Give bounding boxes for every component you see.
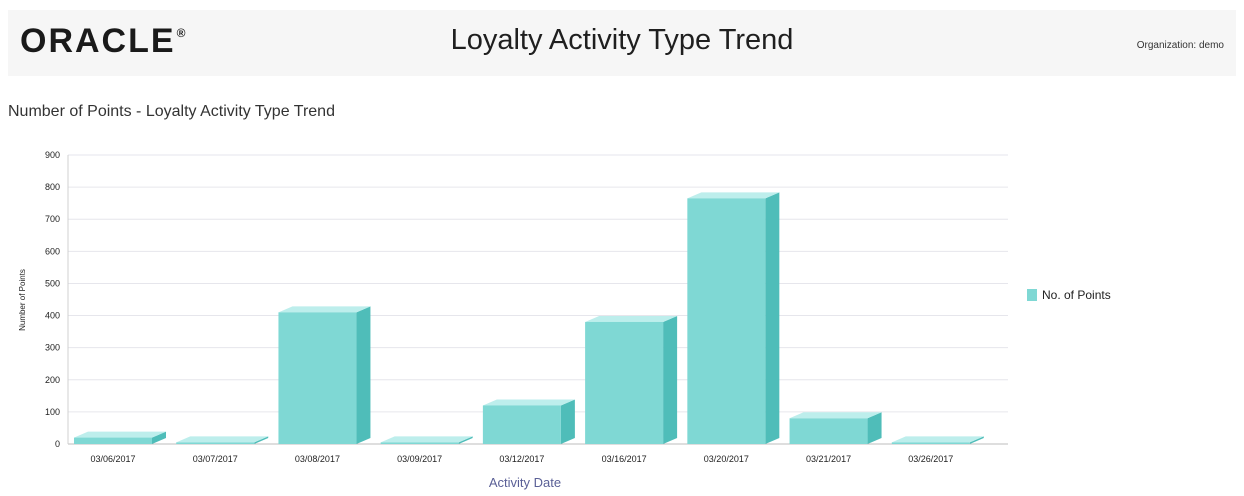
x-tick-label: 03/12/2017 [499, 454, 544, 464]
oracle-logo: ORACLE® [20, 22, 186, 61]
x-tick-label: 03/20/2017 [704, 454, 749, 464]
bar-side [765, 192, 780, 444]
bar-front [687, 198, 766, 444]
y-tick-label: 800 [45, 182, 60, 192]
x-tick-label: 03/26/2017 [908, 454, 953, 464]
y-tick-label: 900 [45, 150, 60, 160]
bar [789, 412, 882, 444]
bar [176, 436, 269, 444]
report-title: Loyalty Activity Type Trend [450, 24, 794, 56]
legend: No. of Points [1027, 288, 1111, 302]
bar [380, 436, 473, 444]
y-tick-label: 0 [55, 439, 60, 449]
y-tick-label: 300 [45, 343, 60, 353]
logo-registered-mark: ® [176, 26, 186, 40]
bar-side [867, 412, 882, 444]
y-tick-label: 600 [45, 246, 60, 256]
bar [891, 436, 984, 444]
bar-top [380, 436, 473, 443]
y-tick-label: 100 [45, 407, 60, 417]
bar-top [278, 306, 371, 313]
x-tick-label: 03/08/2017 [295, 454, 340, 464]
x-axis-title: Activity Date [489, 475, 561, 490]
y-axis-title: Number of Points [18, 269, 27, 331]
bar-side [458, 436, 473, 444]
bar-side [663, 315, 678, 444]
legend-label: No. of Points [1042, 288, 1111, 302]
bar-front [891, 442, 970, 444]
bar [74, 431, 166, 444]
bar-front [482, 405, 561, 444]
bar-front [789, 418, 868, 444]
organization-label: Organization: demo [1136, 40, 1224, 51]
bar [278, 306, 371, 444]
bar-side [969, 436, 984, 444]
y-tick-label: 700 [45, 214, 60, 224]
x-tick-label: 03/06/2017 [90, 454, 135, 464]
bar-front [74, 437, 152, 444]
bar-top [585, 315, 678, 322]
bar-top [891, 436, 984, 443]
chart-title: Number of Points - Loyalty Activity Type… [8, 103, 335, 120]
bar-front [585, 321, 664, 444]
x-tick-label: 03/07/2017 [193, 454, 238, 464]
bar [687, 192, 780, 444]
bar [585, 315, 678, 444]
x-tick-label: 03/16/2017 [602, 454, 647, 464]
y-tick-label: 500 [45, 278, 60, 288]
y-tick-label: 200 [45, 375, 60, 385]
logo-text: ORACLE [20, 22, 176, 60]
bar-side [560, 399, 575, 444]
bar [482, 399, 575, 444]
bar-front [176, 442, 255, 444]
bar-top [789, 412, 882, 419]
bars [74, 192, 984, 444]
x-axis-ticks: 03/06/2017 03/07/2017 03/08/2017 03/09/2017… [90, 454, 953, 464]
bar-side [356, 306, 371, 444]
y-tick-label: 400 [45, 311, 60, 321]
bar-side [152, 431, 166, 444]
x-tick-label: 03/21/2017 [806, 454, 851, 464]
bar-top [482, 399, 575, 406]
bar-top [74, 431, 166, 438]
bar-top [176, 436, 269, 443]
y-axis-ticks: 0 100 200 300 400 500 600 700 800 900 [45, 150, 60, 449]
legend-swatch [1027, 289, 1037, 301]
bar-top [687, 192, 780, 199]
report-header: ORACLE® Loyalty Activity Type Trend Orga… [8, 10, 1236, 76]
x-tick-label: 03/09/2017 [397, 454, 442, 464]
bar-side [254, 436, 269, 444]
bar-front [278, 312, 357, 444]
bar-front [380, 442, 459, 444]
